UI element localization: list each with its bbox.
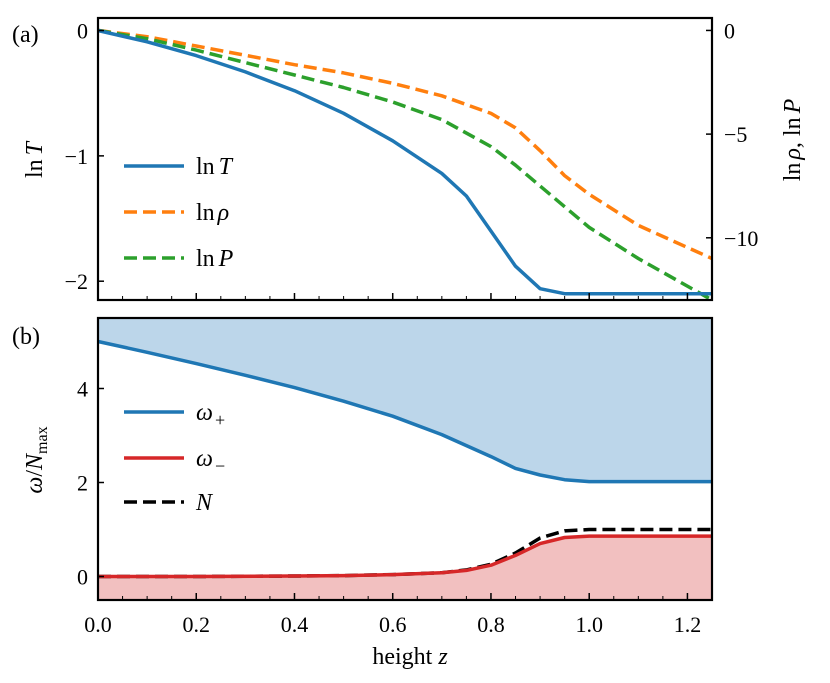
panel-a-label: (a) (12, 22, 39, 48)
panel-b-frame (96, 316, 714, 602)
xtick-label: 0.8 (477, 612, 505, 637)
panel-b-plot-area (97, 318, 712, 600)
legend-label-omega-minus: ω − (196, 446, 225, 476)
series-line-omega_minus (98, 534, 712, 579)
ytick-right-label: 0 (724, 18, 735, 43)
legend-label-lnP: ln P (196, 246, 234, 272)
series-line-lnP (97, 28, 713, 302)
xtick-label: 1.2 (674, 612, 702, 637)
panel-a-legend: ln T ln ρ ln P (124, 154, 234, 272)
fill-below-omega-minus (98, 536, 712, 600)
xtick-label: 0.0 (84, 612, 112, 637)
ytick-left-label: 0 (77, 19, 88, 44)
legend-label-omega-plus: ω + (196, 400, 225, 430)
panel-b-ylabel: ω/Nmax (22, 426, 51, 493)
panel-b: (b) 0 2 4 0.0 0.2 0.4 0.6 0.8 1.0 1.2 ω/Nmax hei… (12, 316, 714, 670)
series-line-lnT (97, 28, 712, 296)
xtick-label: 0.6 (379, 612, 407, 637)
series-line-omega_plus (97, 339, 712, 484)
ytick-label: 0 (77, 565, 88, 590)
ytick-label: 4 (77, 377, 88, 402)
panel-b-left-ticks: 0 2 4 (77, 377, 104, 590)
panel-a-plot-area (97, 28, 713, 302)
panel-a-left-ticks: 0 −1 −2 (65, 19, 104, 294)
panel-b-bottom-ticks: 0.0 0.2 0.4 0.6 0.8 1.0 1.2 (84, 593, 713, 637)
series-line-lnrho (97, 28, 713, 261)
panel-a-frame (96, 16, 714, 302)
panel-a-bottom-ticks (97, 293, 713, 300)
legend-label-lnrho: ln ρ (196, 200, 229, 226)
ytick-right-label: −10 (724, 226, 758, 251)
xtick-label: 0.4 (281, 612, 309, 637)
ytick-label: 2 (77, 471, 88, 496)
panel-a-right-ticks: 0 −5 −10 (706, 18, 758, 251)
fill-above-omega-plus (98, 318, 712, 482)
panel-b-label: (b) (12, 324, 40, 350)
ytick-left-label: −1 (65, 144, 88, 169)
ytick-left-label: −2 (65, 269, 88, 294)
ytick-right-label: −5 (724, 122, 747, 147)
panel-a-ylabel-right: lnρ, lnP (780, 98, 806, 181)
panel-a: (a) 0 −1 −2 0 −5 −10 lnT lnρ, lnP ln T ln ρ ln… (12, 16, 806, 302)
panel-a-ylabel-left: lnT (22, 140, 48, 178)
panel-b-xlabel: height z (372, 644, 448, 670)
legend-label-N: N (195, 490, 214, 516)
panel-b-legend: ω + ω − N (124, 400, 225, 516)
xtick-label: 1.0 (575, 612, 603, 637)
xtick-label: 0.2 (182, 612, 210, 637)
legend-label-lnT: ln T (196, 154, 234, 180)
